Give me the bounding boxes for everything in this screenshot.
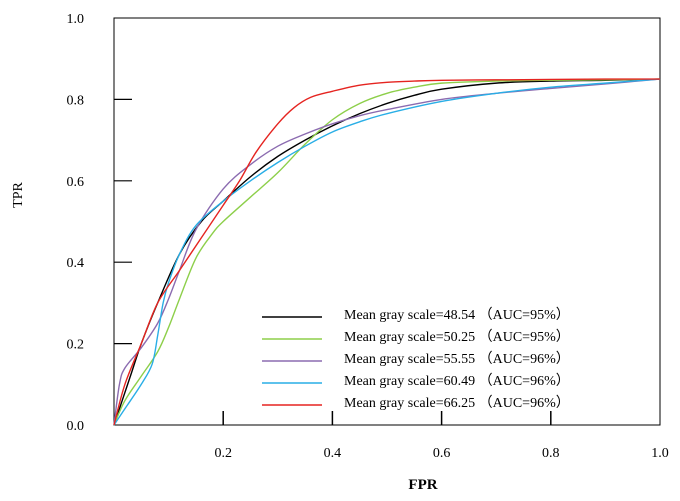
y-axis-title: TPR bbox=[11, 182, 26, 208]
y-tick-label: 0.8 bbox=[67, 93, 85, 108]
legend: Mean gray scale=48.54 （AUC=95%） Mean gray… bbox=[262, 307, 570, 411]
x-axis-title: FPR bbox=[408, 477, 437, 493]
x-axis: 0.2 0.4 0.6 0.8 1.0 bbox=[214, 411, 669, 461]
y-tick-label: 1.0 bbox=[67, 12, 85, 27]
series-layer bbox=[113, 78, 661, 426]
y-tick-label: 0.2 bbox=[67, 338, 85, 353]
y-tick-label: 0.4 bbox=[67, 256, 85, 271]
y-tick-label: 0.6 bbox=[67, 175, 85, 190]
legend-label: Mean gray scale=55.55 （AUC=96%） bbox=[344, 351, 570, 367]
plot-frame bbox=[113, 17, 661, 426]
x-tick-label: 0.8 bbox=[542, 446, 560, 461]
x-tick-label: 0.4 bbox=[324, 446, 342, 461]
x-tick-label: 0.2 bbox=[214, 446, 232, 461]
legend-label: Mean gray scale=48.54 （AUC=95%） bbox=[344, 307, 570, 323]
series-line bbox=[113, 78, 661, 426]
legend-label: Mean gray scale=66.25 （AUC=96%） bbox=[344, 395, 570, 411]
x-tick-label: 1.0 bbox=[651, 446, 669, 461]
legend-label: Mean gray scale=50.25 （AUC=95%） bbox=[344, 329, 570, 345]
x-tick-label: 0.6 bbox=[433, 446, 451, 461]
y-tick-label: 0.0 bbox=[67, 419, 85, 434]
series-line bbox=[113, 78, 661, 426]
y-axis: 0.0 0.2 0.4 0.6 0.8 1.0 bbox=[67, 12, 132, 434]
series-line bbox=[113, 78, 661, 426]
legend-label: Mean gray scale=60.49 （AUC=96%） bbox=[344, 373, 570, 389]
